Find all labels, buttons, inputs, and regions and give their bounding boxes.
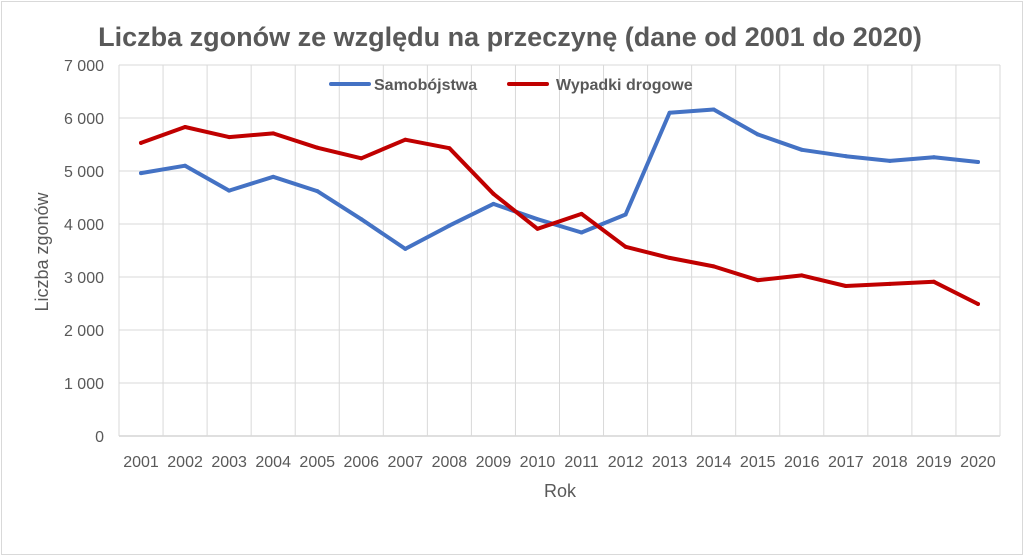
x-tick-label: 2014 [696, 454, 732, 471]
data-point-wypadki-drogowe [755, 278, 760, 283]
data-point-samob-jstwa [139, 171, 144, 176]
x-tick-label: 2001 [123, 454, 159, 471]
data-point-samob-jstwa [315, 189, 320, 194]
data-point-samob-jstwa [535, 217, 540, 222]
y-axis-label: Liczba zgonów [32, 191, 52, 311]
data-point-wypadki-drogowe [711, 264, 716, 269]
data-point-samob-jstwa [359, 217, 364, 222]
x-axis-label: Rok [544, 481, 577, 501]
data-point-wypadki-drogowe [887, 281, 892, 286]
x-tick-label: 2016 [784, 454, 820, 471]
x-tick-label: 2020 [960, 454, 996, 471]
x-tick-label: 2012 [608, 454, 644, 471]
x-tick-label: 2003 [211, 454, 247, 471]
data-point-wypadki-drogowe [447, 146, 452, 151]
x-tick-label: 2011 [564, 454, 599, 471]
data-point-wypadki-drogowe [315, 145, 320, 150]
data-point-samob-jstwa [755, 132, 760, 137]
data-point-wypadki-drogowe [139, 140, 144, 145]
data-point-wypadki-drogowe [271, 131, 276, 136]
series-line-wypadki-drogowe [139, 125, 980, 306]
data-point-samob-jstwa [183, 163, 188, 168]
x-tick-label: 2018 [872, 454, 908, 471]
data-point-samob-jstwa [227, 188, 232, 193]
legend-label: Samobójstwa [374, 77, 477, 94]
data-point-wypadki-drogowe [359, 156, 364, 161]
x-tick-label: 2017 [828, 454, 864, 471]
x-tick-label: 2013 [652, 454, 688, 471]
series-line-samob-jstwa [139, 107, 980, 251]
data-point-wypadki-drogowe [227, 135, 232, 140]
y-axis-ticks: 0 1 000 2 000 3 000 4 000 5 000 6 000 7 000 [64, 58, 104, 446]
data-point-wypadki-drogowe [491, 191, 496, 196]
data-point-wypadki-drogowe [931, 279, 936, 284]
data-point-samob-jstwa [447, 223, 452, 228]
x-tick-label: 2019 [916, 454, 952, 471]
y-tick-label: 1 000 [64, 376, 104, 393]
x-tick-label: 2007 [388, 454, 424, 471]
data-point-samob-jstwa [579, 230, 584, 235]
data-point-wypadki-drogowe [843, 284, 848, 289]
x-axis-ticks: 2001 2002 2003 2004 2005 2006 2007 2008 2009 2010… [123, 454, 996, 471]
x-tick-label: 2004 [255, 454, 291, 471]
y-tick-label: 4 000 [64, 217, 104, 234]
data-point-samob-jstwa [975, 159, 980, 164]
x-tick-label: 2015 [740, 454, 776, 471]
chart-legend: Samobójstwa Wypadki drogowe [329, 77, 693, 94]
y-tick-label: 6 000 [64, 111, 104, 128]
data-point-samob-jstwa [623, 212, 628, 217]
data-point-samob-jstwa [403, 246, 408, 251]
y-tick-label: 3 000 [64, 270, 104, 287]
data-point-samob-jstwa [931, 155, 936, 160]
x-tick-label: 2008 [432, 454, 468, 471]
data-point-samob-jstwa [711, 107, 716, 112]
data-point-samob-jstwa [667, 110, 672, 115]
legend-label: Wypadki drogowe [556, 77, 693, 94]
data-point-samob-jstwa [271, 174, 276, 179]
data-point-samob-jstwa [491, 201, 496, 206]
data-point-wypadki-drogowe [535, 226, 540, 231]
x-tick-label: 2010 [520, 454, 556, 471]
data-point-wypadki-drogowe [183, 125, 188, 130]
data-point-wypadki-drogowe [403, 137, 408, 142]
data-point-wypadki-drogowe [975, 302, 980, 307]
x-tick-label: 2002 [167, 454, 203, 471]
chart-title: Liczba zgonów ze względu na przeczynę (d… [98, 22, 922, 52]
data-point-samob-jstwa [887, 158, 892, 163]
y-tick-label: 0 [95, 429, 104, 446]
data-point-wypadki-drogowe [799, 273, 804, 278]
chart-gridlines [118, 64, 1001, 437]
x-tick-label: 2009 [476, 454, 512, 471]
y-tick-label: 2 000 [64, 323, 104, 340]
y-tick-label: 7 000 [64, 58, 104, 75]
x-tick-label: 2005 [299, 454, 335, 471]
data-point-wypadki-drogowe [623, 244, 628, 249]
chart-series [139, 107, 980, 307]
data-point-wypadki-drogowe [667, 255, 672, 260]
y-tick-label: 5 000 [64, 164, 104, 181]
data-point-samob-jstwa [799, 147, 804, 152]
data-point-samob-jstwa [843, 154, 848, 159]
data-point-wypadki-drogowe [579, 211, 584, 216]
x-tick-label: 2006 [343, 454, 379, 471]
